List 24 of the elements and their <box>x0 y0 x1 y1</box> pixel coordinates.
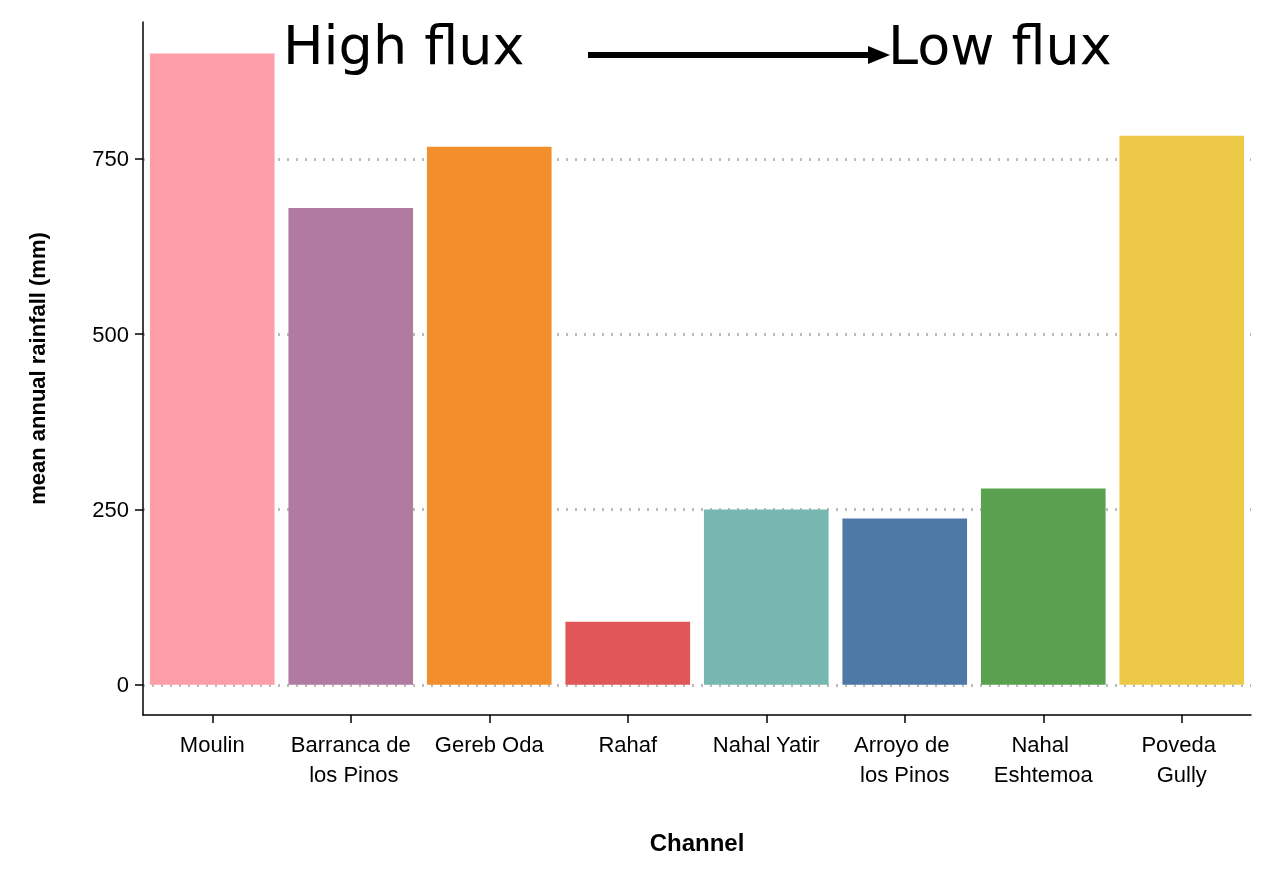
x-tick-label: Moulin <box>179 731 245 757</box>
annotation: High flux <box>283 13 525 77</box>
bar <box>565 621 691 685</box>
x-tick-label: Poveda Gully <box>1141 731 1223 787</box>
y-tick-label: 0 <box>116 672 129 698</box>
x-tick-label: Rahaf <box>598 731 658 757</box>
y-axis-title: mean annual rainfall (mm) <box>24 232 50 505</box>
x-tick-label: Gereb Oda <box>434 731 545 757</box>
bar <box>980 488 1106 685</box>
bar <box>426 146 552 685</box>
x-tick-label: Barranca de los Pinos <box>290 731 411 787</box>
bar <box>1119 135 1245 685</box>
annotation: Low flux <box>888 13 1112 77</box>
y-tick-label: 250 <box>92 496 129 522</box>
bar <box>288 207 414 685</box>
x-tick-label: Arroyo de los Pinos <box>854 731 956 787</box>
y-tick-label: 500 <box>92 321 129 347</box>
bar <box>149 53 275 685</box>
y-tick-label: 750 <box>92 146 129 172</box>
x-axis-title: Channel <box>649 828 745 856</box>
bar <box>842 518 968 685</box>
bar <box>703 509 829 685</box>
x-tick-label: Nahal Eshtemoa <box>993 731 1094 787</box>
x-tick-label: Nahal Yatir <box>712 731 820 757</box>
